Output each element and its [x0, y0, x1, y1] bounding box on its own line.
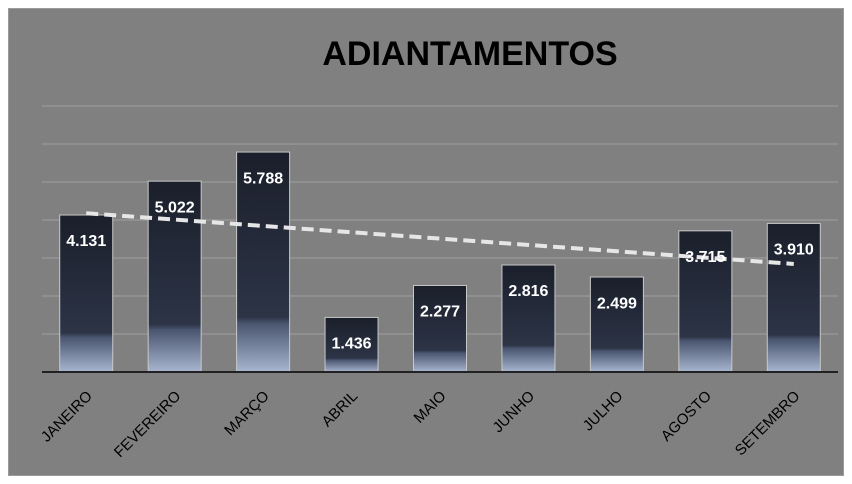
- bar: [501, 264, 556, 373]
- bar: [324, 316, 379, 373]
- data-label: 2.499: [597, 295, 637, 312]
- trendline: [86, 211, 794, 266]
- data-label: 3.715: [685, 249, 725, 266]
- bar: [59, 214, 114, 373]
- data-label: 5.022: [155, 199, 195, 216]
- bar: [413, 284, 467, 373]
- bar: [236, 151, 291, 373]
- chart-title: ADIANTAMENTOS: [322, 35, 617, 73]
- bar: [589, 276, 644, 373]
- bar: [766, 222, 821, 373]
- data-label: 1.436: [332, 336, 372, 353]
- bar: [147, 180, 202, 373]
- data-label: 3.910: [774, 242, 814, 259]
- data-label: 4.131: [66, 233, 106, 250]
- data-label: 2.816: [508, 283, 548, 300]
- data-label: 2.277: [420, 304, 460, 321]
- data-label: 5.788: [243, 170, 283, 187]
